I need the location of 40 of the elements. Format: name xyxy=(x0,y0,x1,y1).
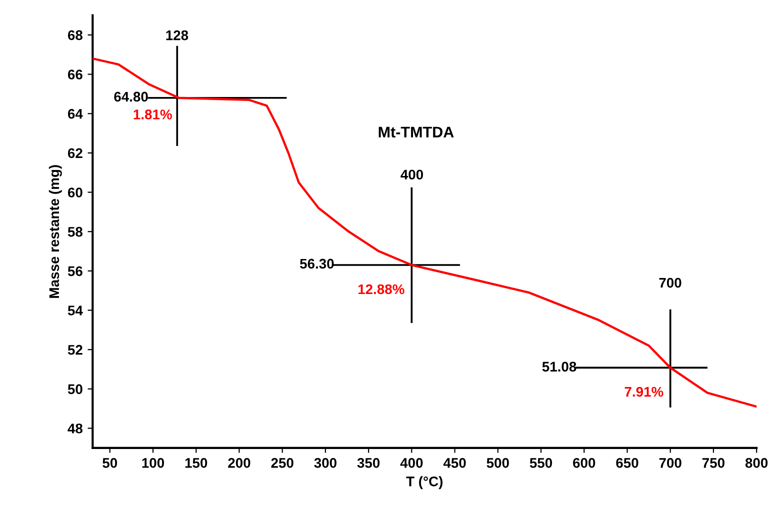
y-tick-label: 68 xyxy=(68,30,82,40)
x-tick-label: 300 xyxy=(314,458,336,468)
annotation: 56.30 xyxy=(300,258,334,269)
y-tick-label: 64 xyxy=(68,108,83,119)
x-tick-label: 550 xyxy=(530,458,552,468)
x-tick-label: 100 xyxy=(142,458,164,468)
y-tick-label: 54 xyxy=(68,306,83,316)
x-tick-label: 750 xyxy=(702,458,724,468)
y-tick-label: 58 xyxy=(68,226,82,237)
x-tick-label: 250 xyxy=(271,458,294,468)
x-tick-label: 200 xyxy=(228,458,250,468)
x-tick-label: 50 xyxy=(102,458,118,468)
annotation: 7.91% xyxy=(624,386,664,397)
annotation: 51.08 xyxy=(542,362,576,372)
x-tick-label: 400 xyxy=(400,458,423,468)
annotation: Mt-TMTDA xyxy=(378,126,454,138)
x-tick-label: 350 xyxy=(357,458,380,468)
x-tick-label: 450 xyxy=(443,458,466,468)
y-tick-label: 56 xyxy=(68,266,82,276)
annotation: 64.80 xyxy=(114,92,148,102)
annotation: 12.88% xyxy=(358,284,404,294)
x-tick-label: 650 xyxy=(616,458,638,468)
y-tick-label: 48 xyxy=(68,424,82,434)
x-tick-label: 500 xyxy=(486,458,509,468)
y-axis-title: Masse restante (mg) xyxy=(48,165,62,298)
x-axis-title: T (°C) xyxy=(406,476,442,490)
y-tick-label: 52 xyxy=(68,344,82,355)
annotation: 700 xyxy=(659,278,682,288)
annotation: 1.81% xyxy=(134,110,172,120)
y-tick-label: 50 xyxy=(68,384,82,394)
y-tick-label: 60 xyxy=(68,188,82,198)
line-series xyxy=(92,57,757,408)
annotation: 400 xyxy=(400,170,424,180)
x-tick-label: 600 xyxy=(573,458,596,468)
x-tick-label: 800 xyxy=(745,458,768,468)
y-tick-label: 62 xyxy=(68,148,82,158)
x-tick-label: 150 xyxy=(185,458,208,468)
y-tick-label: 66 xyxy=(68,70,82,80)
annotation: 128 xyxy=(166,30,188,40)
x-tick-label: 700 xyxy=(659,458,682,468)
